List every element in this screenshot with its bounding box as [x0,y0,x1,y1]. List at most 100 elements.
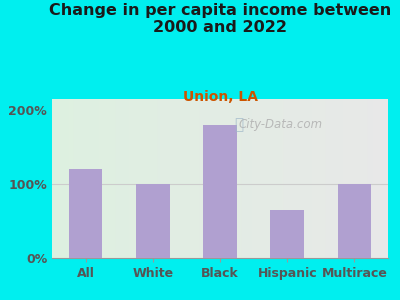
Bar [360,99,361,258]
Bar [104,99,106,258]
Bar [348,99,349,258]
Bar [338,99,339,258]
Bar [328,99,329,258]
Bar [176,99,178,258]
Text: Union, LA: Union, LA [182,90,258,104]
Bar [358,99,360,258]
Bar [218,99,220,258]
Bar [156,99,158,258]
Bar [87,99,89,258]
Bar [76,99,77,258]
Bar [270,210,304,258]
Bar [59,99,60,258]
Bar [92,99,94,258]
Bar [225,99,227,258]
Bar [64,99,66,258]
Bar [205,99,206,258]
Bar [109,99,111,258]
Bar [170,99,171,258]
Bar [329,99,331,258]
Bar [106,99,108,258]
Bar [108,99,109,258]
Bar [146,99,148,258]
Bar [314,99,316,258]
Bar [97,99,99,258]
Bar [240,99,242,258]
Bar [121,99,122,258]
Bar [114,99,116,258]
Bar [284,99,286,258]
Bar [316,99,318,258]
Bar [286,99,287,258]
Bar [183,99,185,258]
Bar [82,99,84,258]
Bar [385,99,386,258]
Bar [196,99,198,258]
Bar [255,99,257,258]
Bar [351,99,353,258]
Bar [324,99,326,258]
Bar [380,99,381,258]
Bar [378,99,380,258]
Bar [79,99,80,258]
Bar [116,99,118,258]
Bar [353,99,354,258]
Bar [136,184,170,258]
Bar [55,99,57,258]
Bar [131,99,133,258]
Bar [230,99,232,258]
Bar [178,99,180,258]
Bar [112,99,114,258]
Bar [304,99,306,258]
Bar [276,99,277,258]
Bar [356,99,358,258]
Bar [122,99,124,258]
Bar [118,99,119,258]
Bar [203,99,205,258]
Bar [297,99,299,258]
Bar [190,99,192,258]
Bar [70,99,72,258]
Bar [150,99,151,258]
Bar [376,99,378,258]
Bar [153,99,154,258]
Bar [158,99,160,258]
Text: Change in per capita income between
2000 and 2022: Change in per capita income between 2000… [49,3,391,35]
Bar [185,99,186,258]
Bar [237,99,238,258]
Bar [232,99,234,258]
Bar [151,99,153,258]
Bar [206,99,208,258]
Bar [99,99,101,258]
Bar [279,99,280,258]
Bar [94,99,96,258]
Bar [341,99,343,258]
Bar [202,99,203,258]
Bar [163,99,164,258]
Text: ⦿: ⦿ [234,117,243,132]
Bar [188,99,190,258]
Bar [139,99,141,258]
Bar [136,99,138,258]
Bar [383,99,385,258]
Bar [282,99,284,258]
Bar [192,99,193,258]
Bar [143,99,144,258]
Bar [346,99,348,258]
Bar [124,99,126,258]
Bar [361,99,363,258]
Bar [252,99,254,258]
Bar [129,99,131,258]
Bar [262,99,264,258]
Bar [166,99,168,258]
Bar [210,99,212,258]
Bar [339,99,341,258]
Bar [89,99,91,258]
Bar [354,99,356,258]
Bar [269,99,270,258]
Bar [111,99,112,258]
Bar [336,99,338,258]
Bar [248,99,250,258]
Bar [181,99,183,258]
Bar [228,99,230,258]
